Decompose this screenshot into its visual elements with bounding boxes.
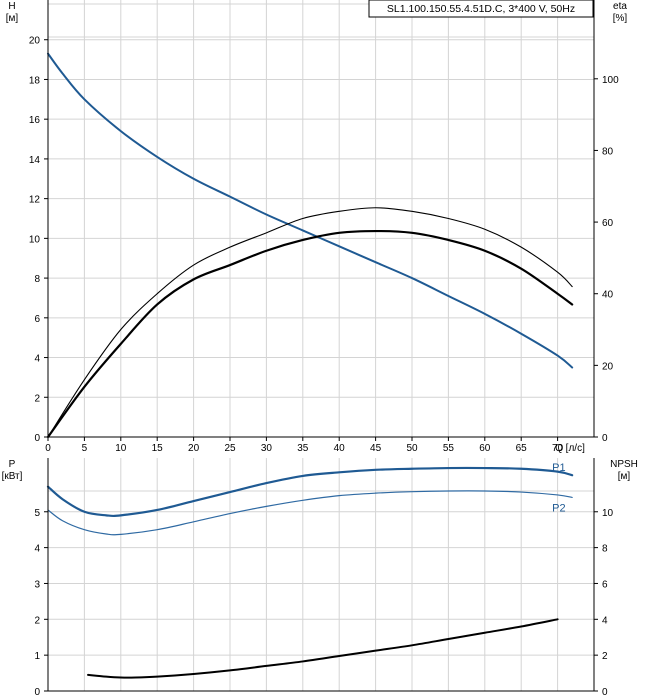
h-tick-label: 6 xyxy=(34,314,40,325)
q-axis-title: Q [л/с] xyxy=(555,443,585,454)
pump-title-box xyxy=(368,0,594,18)
npsh-tick-label: 2 xyxy=(602,651,608,662)
h-tick-label: 12 xyxy=(29,195,41,206)
h-tick-label: 10 xyxy=(29,234,41,245)
p-axis-title: P xyxy=(9,459,16,470)
npsh-tick-label: 8 xyxy=(602,544,608,555)
series-label-p1: P1 xyxy=(552,462,565,474)
eta-tick-label: 100 xyxy=(602,75,619,86)
eta-curve-thin xyxy=(47,207,573,438)
h-tick-label: 18 xyxy=(29,75,41,86)
npsh-tick-label: 6 xyxy=(602,579,608,590)
pump-title: SL1.100.150.55.4.51D.C, 3*400 V, 50Hz xyxy=(387,3,575,15)
npsh-curve xyxy=(87,618,559,679)
x-tick-label: 50 xyxy=(406,443,418,454)
p-tick-label: 1 xyxy=(34,651,40,662)
h-tick-label: 20 xyxy=(29,36,41,47)
x-tick-label: 60 xyxy=(479,443,491,454)
eta-tick-label: 60 xyxy=(602,218,614,229)
npsh-axis-title: NPSH xyxy=(610,459,638,470)
x-tick-label: 40 xyxy=(334,443,346,454)
x-tick-label: 20 xyxy=(188,443,200,454)
eta-tick-label: 0 xyxy=(602,433,608,444)
x-tick-label: 25 xyxy=(224,443,236,454)
p-tick-label: 3 xyxy=(34,579,40,590)
x-tick-label: 5 xyxy=(82,443,88,454)
eta-curve-thick xyxy=(46,229,574,439)
h-tick-label: 4 xyxy=(34,354,40,365)
p-tick-label: 4 xyxy=(34,544,40,555)
eta-tick-label: 80 xyxy=(602,146,614,157)
h-tick-label: 8 xyxy=(34,274,40,285)
npsh-tick-label: 10 xyxy=(602,508,614,519)
h-axis-title: H xyxy=(8,1,15,12)
npsh-tick-label: 4 xyxy=(602,615,608,626)
x-tick-label: 15 xyxy=(152,443,164,454)
h-tick-label: 14 xyxy=(29,155,41,166)
eta-axis-title: eta xyxy=(613,1,627,12)
p2-curve xyxy=(47,490,573,536)
p-axis-unit: [кВт] xyxy=(2,471,23,482)
h-tick-label: 2 xyxy=(34,393,40,404)
p-tick-label: 2 xyxy=(34,615,40,626)
eta-tick-label: 40 xyxy=(602,290,614,301)
x-tick-label: 70 xyxy=(552,443,564,454)
p-tick-label: 0 xyxy=(34,687,40,698)
h-axis-unit: [м] xyxy=(6,13,19,24)
eta-tick-label: 20 xyxy=(602,361,614,372)
series-label-p2: P2 xyxy=(552,502,565,514)
x-tick-label: 10 xyxy=(115,443,127,454)
head-curve xyxy=(47,52,574,369)
npsh-axis-unit: [м] xyxy=(618,471,631,482)
p-tick-label: 5 xyxy=(34,508,40,519)
x-tick-label: 35 xyxy=(297,443,309,454)
h-tick-label: 0 xyxy=(34,433,40,444)
x-tick-label: 65 xyxy=(516,443,528,454)
h-tick-label: 16 xyxy=(29,115,41,126)
x-tick-label: 0 xyxy=(45,443,51,454)
x-tick-label: 30 xyxy=(261,443,273,454)
npsh-tick-label: 0 xyxy=(602,687,608,698)
x-tick-label: 55 xyxy=(443,443,455,454)
p1-curve xyxy=(46,466,574,518)
eta-axis-unit: [%] xyxy=(613,13,628,24)
x-tick-label: 45 xyxy=(370,443,382,454)
